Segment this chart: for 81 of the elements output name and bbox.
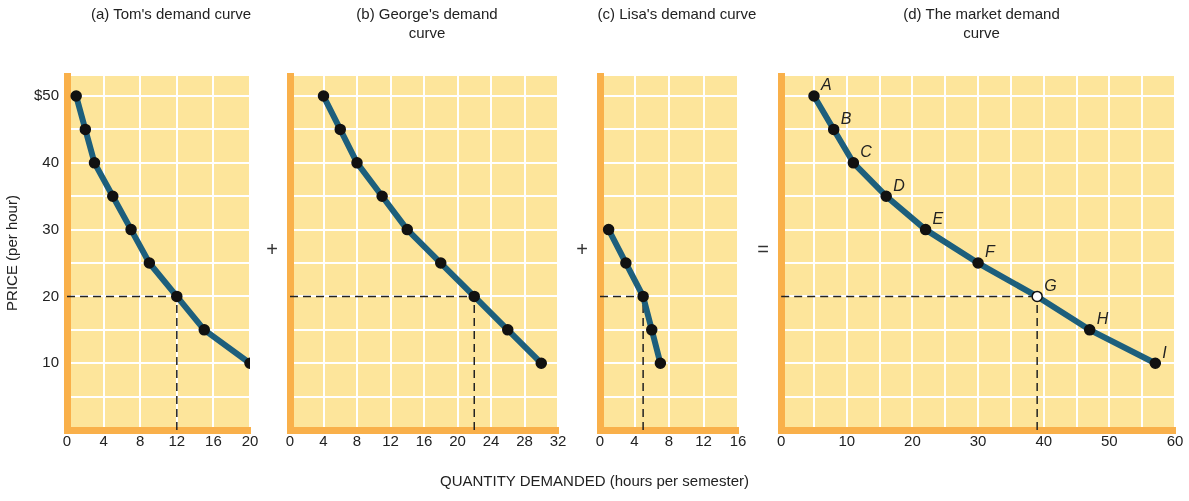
annotation: B xyxy=(840,109,852,127)
text: + xyxy=(575,238,589,261)
annotation: H xyxy=(1096,310,1109,328)
annotation: D xyxy=(893,176,906,194)
y-axis-title: PRICE (per hour) xyxy=(3,195,21,311)
point xyxy=(880,190,892,202)
point xyxy=(468,290,480,303)
point xyxy=(317,90,330,102)
annotation: E xyxy=(932,210,944,228)
point xyxy=(401,223,413,236)
point xyxy=(535,357,547,369)
x-tick-label: 28 xyxy=(516,432,533,450)
point xyxy=(654,357,667,369)
text: = xyxy=(756,238,770,261)
annotation: F xyxy=(985,243,997,261)
x-tick-label: 16 xyxy=(205,432,222,450)
point xyxy=(435,257,447,269)
point xyxy=(107,190,119,202)
x-axis-title: QUANTITY DEMANDED (hours per semester) xyxy=(439,472,750,489)
x-tick-label: 30 xyxy=(969,432,987,450)
x-tick-label: 4 xyxy=(630,432,639,450)
y-tick-label: 10 xyxy=(42,353,60,371)
x-tick-label: 20 xyxy=(241,432,259,450)
x-tick-label: 12 xyxy=(382,432,399,450)
y-tick-label: 30 xyxy=(42,219,60,237)
x-tick-label: 12 xyxy=(695,432,712,450)
x-tick-label: 0 xyxy=(777,432,786,450)
point xyxy=(143,257,156,269)
x-tick-label: 60 xyxy=(1166,432,1184,450)
point xyxy=(602,223,615,236)
point xyxy=(125,223,137,236)
point xyxy=(972,257,984,269)
point xyxy=(637,290,649,303)
x-tick-label: 8 xyxy=(352,432,362,450)
y-tick-label: $50 xyxy=(34,86,60,104)
point xyxy=(808,90,820,102)
point xyxy=(198,324,211,336)
x-tick-label: 0 xyxy=(62,432,72,450)
point xyxy=(646,324,658,336)
point xyxy=(351,157,363,169)
x-tick-label: 20 xyxy=(449,432,466,450)
chart-title: (b) George's demand curve xyxy=(355,4,499,42)
x-tick-label: 0 xyxy=(595,432,605,450)
point xyxy=(847,157,860,169)
x-tick-label: 8 xyxy=(664,432,674,450)
x-tick-label: 8 xyxy=(136,432,145,450)
annotation: G xyxy=(1044,276,1057,294)
point xyxy=(827,123,840,136)
y-tick-label: 20 xyxy=(42,286,60,304)
annotation: I xyxy=(1162,343,1168,361)
chart-title: (d) The market demand curve xyxy=(902,4,1061,42)
x-tick-label: 40 xyxy=(1035,432,1053,450)
x-tick-label: 32 xyxy=(549,432,567,450)
x-tick-label: 4 xyxy=(99,432,108,450)
x-tick-label: 16 xyxy=(729,432,747,450)
point xyxy=(1031,290,1043,303)
x-tick-label: 0 xyxy=(285,432,295,450)
chart-title: (c) Lisa's demand curve xyxy=(596,4,758,23)
x-tick-label: 50 xyxy=(1101,432,1118,450)
x-tick-label: 12 xyxy=(168,432,186,450)
point xyxy=(88,157,101,169)
x-tick-label: 16 xyxy=(415,432,433,450)
point xyxy=(171,290,183,303)
point xyxy=(620,257,632,269)
point xyxy=(334,123,346,136)
point xyxy=(1083,324,1096,336)
point xyxy=(1149,357,1162,369)
point xyxy=(919,223,932,236)
point xyxy=(70,90,82,102)
chart-title: (a) Tom's demand curve xyxy=(89,4,253,23)
annotation: C xyxy=(860,143,873,161)
point xyxy=(79,123,92,136)
x-tick-label: 20 xyxy=(904,432,921,450)
x-tick-label: 10 xyxy=(838,432,856,450)
y-tick-label: 40 xyxy=(42,152,60,170)
x-tick-label: 24 xyxy=(482,432,500,450)
point xyxy=(376,190,388,202)
text: + xyxy=(265,238,279,261)
x-tick-label: 4 xyxy=(319,432,328,450)
point xyxy=(502,324,514,336)
annotation: A xyxy=(819,76,832,94)
